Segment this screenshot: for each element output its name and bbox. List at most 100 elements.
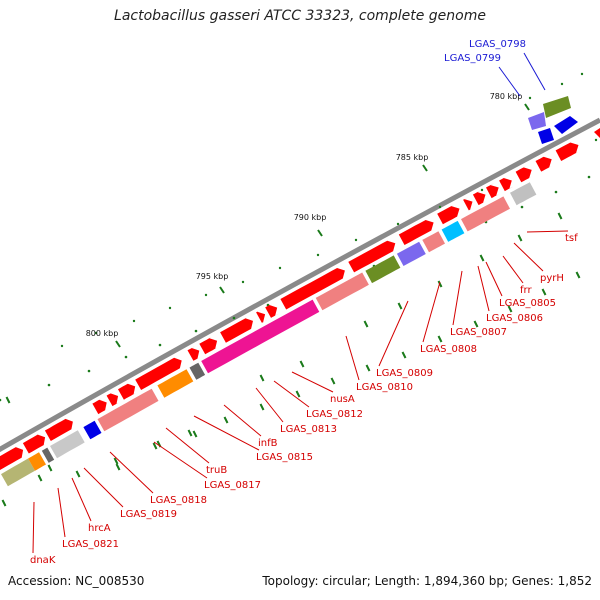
gene-label: tsf <box>565 233 578 244</box>
minor-tick-mark <box>479 254 485 262</box>
label-leader-line <box>193 415 260 451</box>
accession-text: Accession: NC_008530 <box>8 574 145 588</box>
label-leader-line <box>153 441 208 479</box>
cds-feature-forward <box>0 447 24 471</box>
label-leader-line <box>498 66 521 97</box>
gene-label: nusA <box>330 394 355 405</box>
cds-feature-forward <box>515 165 533 183</box>
tick-dot <box>241 280 245 284</box>
label-leader-line <box>485 261 503 297</box>
cds-feature-reverse <box>461 196 510 232</box>
label-leader-line <box>255 387 284 423</box>
tick-label: 785 kbp <box>396 153 429 162</box>
cds-feature-forward <box>280 268 345 310</box>
label-leader-line <box>477 265 490 312</box>
gene-label: LGAS_0819 <box>120 509 177 520</box>
label-leader-line <box>57 487 66 538</box>
label-leader-line <box>165 427 210 464</box>
feature-group <box>0 96 600 487</box>
tick-label: 795 kbp <box>196 272 229 281</box>
minor-tick-mark <box>507 305 513 313</box>
map-title: Lactobacillus gasseri ATCC 33323, comple… <box>114 8 486 24</box>
label-leader-line <box>109 451 154 494</box>
backbone-line <box>0 117 600 453</box>
major-tick-mark <box>219 286 225 294</box>
cds-feature-reverse <box>396 241 426 266</box>
cds-feature-forward <box>256 309 267 323</box>
cds-feature-forward <box>437 205 460 225</box>
gene-label: LGAS_0812 <box>306 409 363 420</box>
gene-label: LGAS_0806 <box>486 313 543 324</box>
cds-feature-reverse <box>510 182 537 206</box>
cds-feature-forward <box>555 141 579 161</box>
tick-dot <box>87 369 91 373</box>
summary-text: Topology: circular; Length: 1,894,360 bp… <box>262 574 592 588</box>
label-leader-line <box>452 270 463 326</box>
tick-dot <box>438 205 442 209</box>
minor-tick-mark <box>187 429 193 437</box>
cds-feature-forward <box>499 176 513 192</box>
label-leader-line <box>502 255 524 284</box>
cds-feature-forward <box>199 336 218 355</box>
minor-tick-mark <box>401 351 407 359</box>
cds-feature-outer-blue <box>554 116 578 134</box>
cds-feature-reverse <box>365 255 401 284</box>
tick-dot <box>528 96 532 100</box>
gene-label: LGAS_0805 <box>499 298 556 309</box>
tick-dot <box>132 319 136 323</box>
cds-feature-forward <box>135 357 182 390</box>
label-leader-line <box>523 52 546 91</box>
cds-feature-forward <box>398 220 434 245</box>
cds-feature-reverse <box>201 299 320 374</box>
gene-label: LGAS_0821 <box>62 539 119 550</box>
cds-feature-reverse <box>422 231 445 253</box>
label-leader-line <box>32 501 35 554</box>
tick-dot <box>232 316 236 320</box>
minor-tick-mark <box>37 474 43 482</box>
gene-label: LGAS_0809 <box>376 368 433 379</box>
label-leader-line <box>345 335 360 381</box>
label-leader-line <box>422 281 441 343</box>
cds-feature-outer-blue <box>538 128 554 144</box>
cds-feature-forward <box>118 382 136 400</box>
minor-tick-mark <box>259 403 265 411</box>
tick-dot <box>47 383 51 387</box>
tick-dot <box>480 188 484 192</box>
minor-tick-mark <box>575 271 581 279</box>
cds-feature-reverse <box>441 220 465 242</box>
minor-tick-mark <box>5 396 11 404</box>
minor-tick-mark <box>295 390 301 398</box>
gene-label: LGAS_0798 <box>469 39 526 50</box>
tick-dot <box>396 222 400 226</box>
major-tick-mark <box>317 229 323 237</box>
label-leader-line <box>273 380 310 408</box>
gene-label: hrcA <box>88 523 111 534</box>
major-tick-mark <box>115 340 121 348</box>
tick-dot <box>158 343 162 347</box>
cds-feature-forward <box>348 240 396 273</box>
cds-feature-reverse <box>28 452 46 471</box>
tick-dot <box>0 398 2 402</box>
minor-tick-mark <box>330 377 336 385</box>
tick-dot <box>94 331 98 335</box>
minor-tick-mark <box>259 374 265 382</box>
cds-feature-forward <box>486 183 500 199</box>
label-leader-line <box>291 371 334 393</box>
tick-dot <box>560 82 564 86</box>
gene-label: LGAS_0818 <box>150 495 207 506</box>
minor-tick-mark <box>75 470 81 478</box>
tick-dot <box>124 355 128 359</box>
tick-dot <box>354 238 358 242</box>
gene-label: LGAS_0810 <box>356 382 413 393</box>
cds-feature-0798 <box>543 96 571 118</box>
gene-label: dnaK <box>30 555 56 566</box>
gene-label: LGAS_0813 <box>280 424 337 435</box>
gene-label: frr <box>520 285 532 296</box>
major-tick-mark <box>422 164 428 172</box>
label-leader-line <box>378 300 409 367</box>
minor-tick-mark <box>437 335 443 343</box>
tick-dot <box>554 190 558 194</box>
gene-label: truB <box>206 465 227 476</box>
cds-feature-reverse <box>50 430 85 459</box>
